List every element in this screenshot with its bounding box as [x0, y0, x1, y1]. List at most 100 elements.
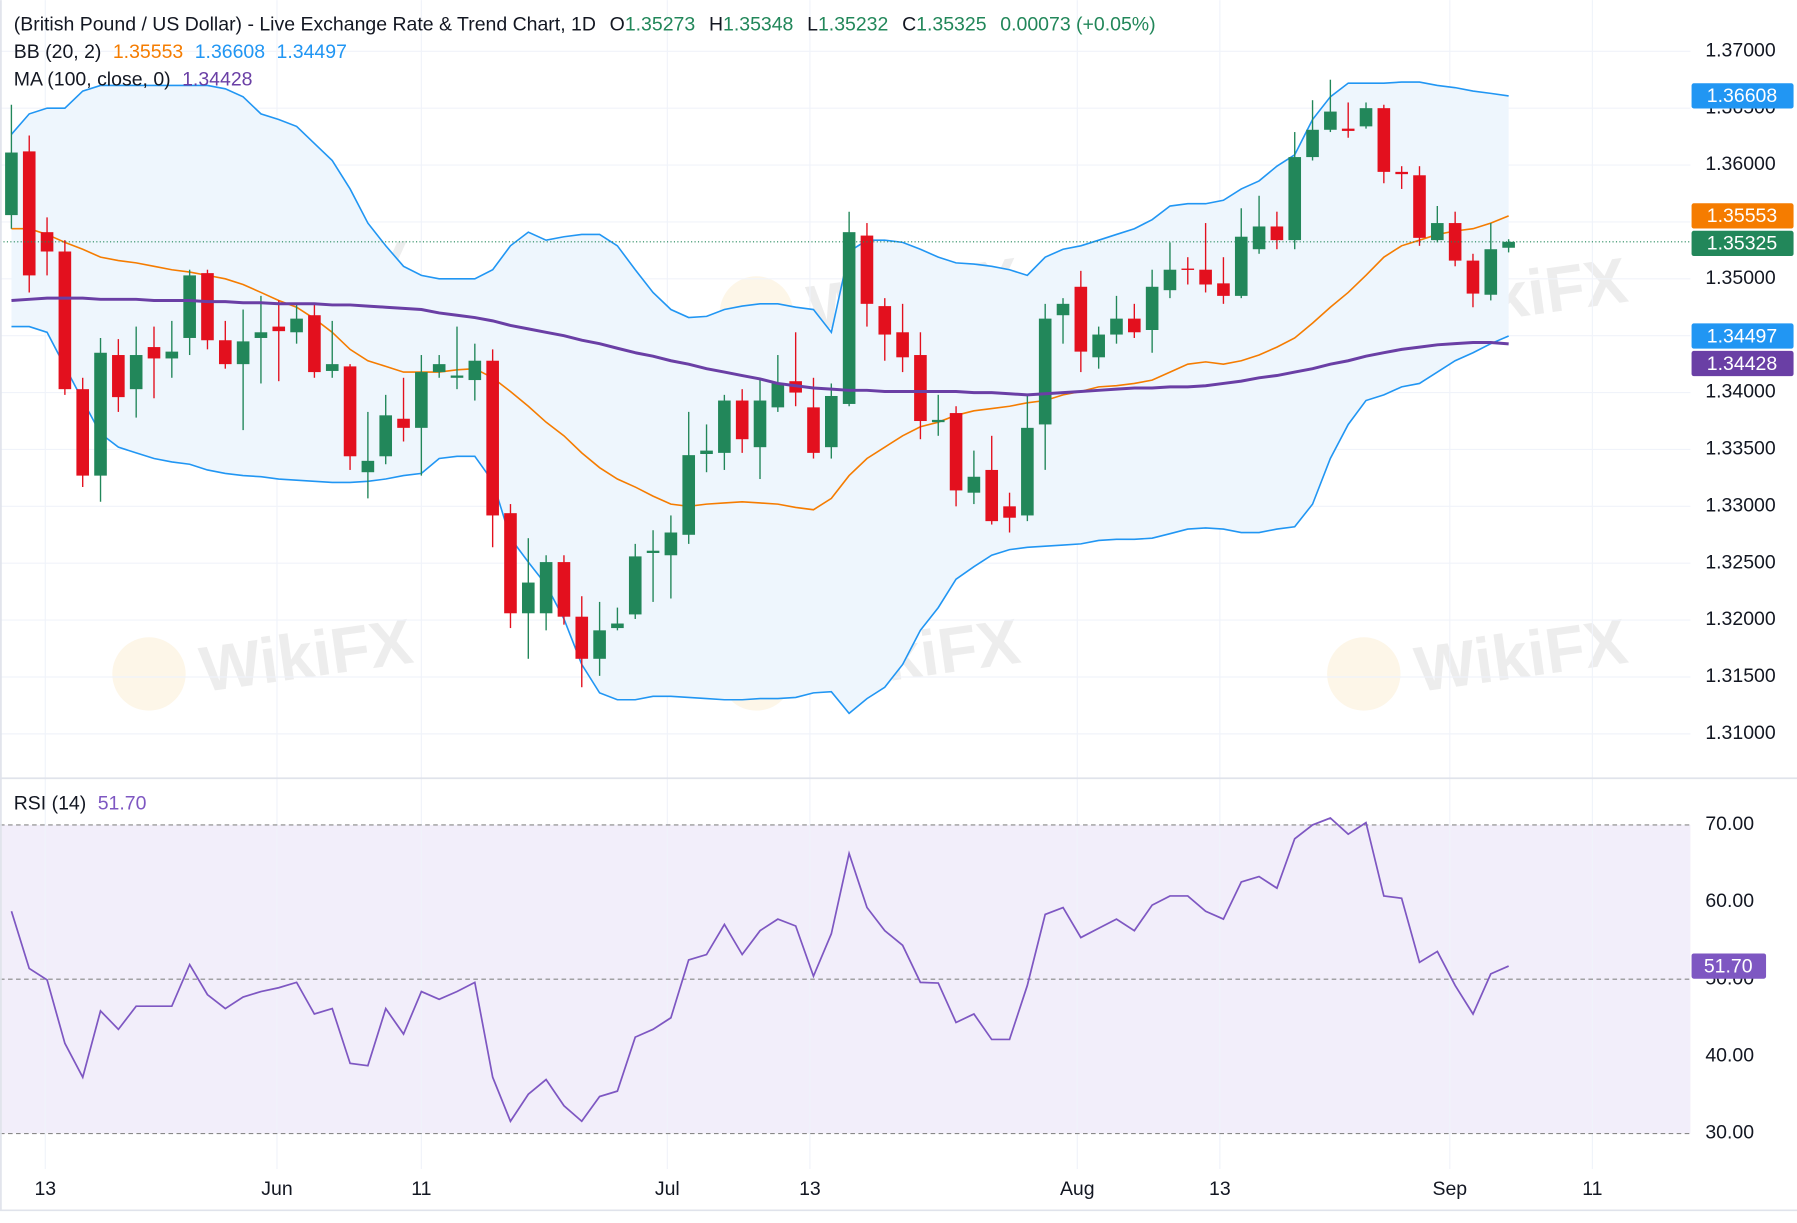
candle-body	[379, 415, 393, 457]
candle-body	[1145, 286, 1159, 331]
x-tick-label: Sep	[1432, 1178, 1467, 1200]
price-badge-label: 1.36608	[1707, 85, 1777, 107]
candle-body	[112, 355, 125, 398]
header-line: (British Pound / US Dollar) - Live Excha…	[14, 13, 1156, 35]
indicator-name: BB (20, 2)	[14, 41, 102, 63]
candle-body	[1181, 268, 1195, 270]
bollinger-lower	[11, 325, 1509, 715]
indicator-value: 1.34497	[277, 41, 347, 63]
price-badge	[1691, 230, 1794, 257]
y-tick-label: 1.32500	[1705, 551, 1776, 573]
x-tick-label: 11	[411, 1178, 431, 1200]
candle-body	[1074, 286, 1088, 352]
ma-legend: MA (100, close, 0) 1.34428	[14, 68, 253, 90]
candle-body	[343, 366, 357, 457]
candle-body	[325, 364, 339, 371]
y-tick-label: 1.33500	[1705, 438, 1776, 460]
ohlc-value: 1.35325	[916, 13, 987, 35]
candle-body	[1288, 157, 1302, 241]
candle-body	[40, 232, 54, 252]
y-tick-label: 1.31000	[1705, 722, 1776, 744]
y-tick-label: 1.35000	[1705, 267, 1776, 289]
x-tick-label: Aug	[1060, 1178, 1095, 1200]
candle-body	[825, 395, 838, 448]
rsi-line	[10, 817, 1509, 1124]
indicator-name: MA (100, close, 0)	[14, 68, 171, 90]
candle-body	[753, 400, 767, 448]
x-tick-label: 13	[799, 1178, 821, 1200]
bollinger-upper	[10, 81, 1509, 335]
indicator-name: RSI (14)	[14, 793, 87, 815]
candle-body	[718, 400, 731, 453]
change-value: 0.00073 (+0.05%)	[1000, 13, 1155, 35]
candle-body	[272, 326, 286, 332]
candle-body	[1110, 318, 1123, 335]
rsi-legend: RSI (14) 51.70	[14, 793, 147, 815]
candle-body	[682, 455, 696, 535]
bollinger-legend: BB (20, 2) 1.35553 1.36608 1.34497	[14, 41, 347, 63]
indicator-value: 1.35553	[113, 41, 183, 63]
candle-body	[94, 352, 107, 476]
candle-body	[700, 450, 713, 455]
y-tick-label: 1.32000	[1705, 608, 1776, 630]
candle-body	[308, 315, 321, 373]
candle-body	[1038, 318, 1052, 425]
x-tick-label: Jun	[261, 1178, 292, 1200]
candle-body	[236, 341, 250, 365]
ohlc-label: C	[902, 13, 916, 35]
candle-body	[1324, 111, 1337, 130]
indicator-value: 1.34428	[182, 68, 252, 90]
candle-body	[22, 151, 36, 276]
candle-body	[878, 306, 892, 335]
rsi-tick-label: 30.00	[1705, 1122, 1754, 1144]
rsi-tick-label: 40.00	[1705, 1045, 1754, 1067]
watermark-logo	[1327, 637, 1401, 711]
candle-body	[397, 418, 410, 428]
candle-body	[1502, 241, 1515, 248]
candle-body	[1359, 108, 1373, 127]
candle-body	[807, 407, 820, 453]
watermark-logo	[112, 637, 186, 711]
price-badge-label: 1.34428	[1707, 353, 1777, 375]
candle-body	[628, 556, 642, 615]
candle-body	[521, 582, 535, 614]
price-badge	[1691, 203, 1794, 229]
candle-body	[165, 351, 179, 359]
ohlc-label: O	[610, 13, 625, 35]
candle-body	[539, 562, 553, 614]
y-tick-label: 1.37000	[1705, 39, 1776, 61]
ohlc-label: H	[709, 13, 723, 35]
candle-body	[1341, 128, 1355, 131]
price-badge-label: 1.35325	[1707, 233, 1778, 255]
candle-body	[486, 360, 499, 516]
candle-body	[1466, 260, 1480, 294]
candle-body	[76, 389, 90, 476]
candle-body	[432, 364, 446, 373]
candle-body	[896, 332, 909, 358]
candle-body	[5, 152, 18, 216]
candle-body	[1163, 269, 1177, 291]
candle-body	[504, 513, 517, 614]
candle-body	[450, 375, 464, 378]
candle-body	[1395, 171, 1408, 175]
candle-body	[575, 616, 589, 659]
candle-body	[58, 251, 72, 390]
candle-body	[646, 550, 660, 553]
candle-body	[129, 355, 143, 390]
moving-average	[11, 296, 1509, 397]
candle-body	[290, 318, 303, 333]
y-tick-label: 1.36000	[1705, 153, 1776, 175]
candle-body	[218, 340, 232, 365]
ohlc-value: 1.35348	[723, 13, 793, 35]
x-tick-label: 13	[34, 1178, 56, 1200]
candle-body	[1413, 175, 1426, 238]
candle-body	[361, 460, 375, 473]
candle-body	[1021, 427, 1034, 516]
bollinger-basis	[11, 215, 1509, 511]
candle-body	[468, 360, 482, 381]
chart-title: (British Pound / US Dollar) - Live Excha…	[14, 13, 596, 35]
price-badge	[1691, 323, 1794, 349]
ohlc-value: 1.35232	[818, 13, 888, 35]
y-tick-label: 1.31500	[1705, 665, 1776, 687]
